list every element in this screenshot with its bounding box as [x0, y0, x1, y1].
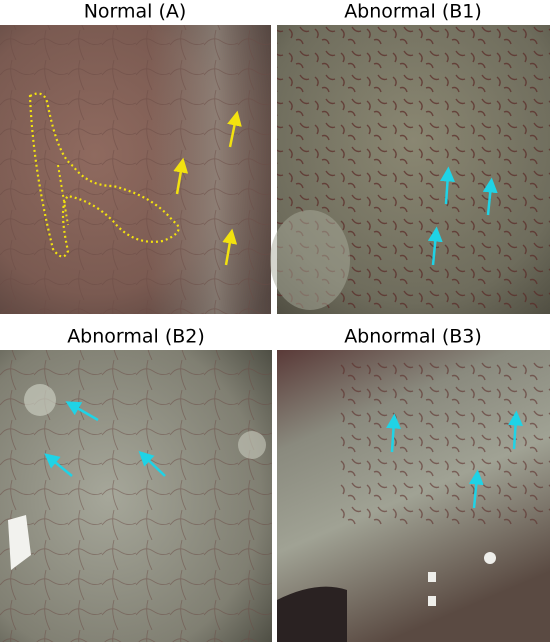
arrow — [222, 228, 238, 266]
arrow — [44, 453, 73, 477]
arrow — [508, 410, 524, 450]
arrow — [138, 450, 166, 477]
arrow — [427, 226, 443, 266]
arrow — [65, 401, 99, 422]
panel-title: Normal (A) — [84, 1, 187, 23]
arrow — [440, 166, 455, 205]
panel-title: Abnormal (B3) — [344, 326, 482, 348]
image-abnormal-b1 — [270, 25, 550, 314]
image-normal-a — [0, 25, 271, 314]
arrow — [386, 413, 402, 453]
arrow — [227, 110, 242, 148]
arrow — [482, 177, 498, 216]
arrow — [173, 157, 189, 195]
panel-title: Abnormal (B2) — [67, 326, 205, 348]
outline — [28, 92, 180, 258]
panel-title: Abnormal (B1) — [344, 1, 482, 23]
arrow — [468, 469, 484, 509]
image-abnormal-b3 — [277, 350, 550, 642]
image-abnormal-b2 — [0, 350, 272, 642]
